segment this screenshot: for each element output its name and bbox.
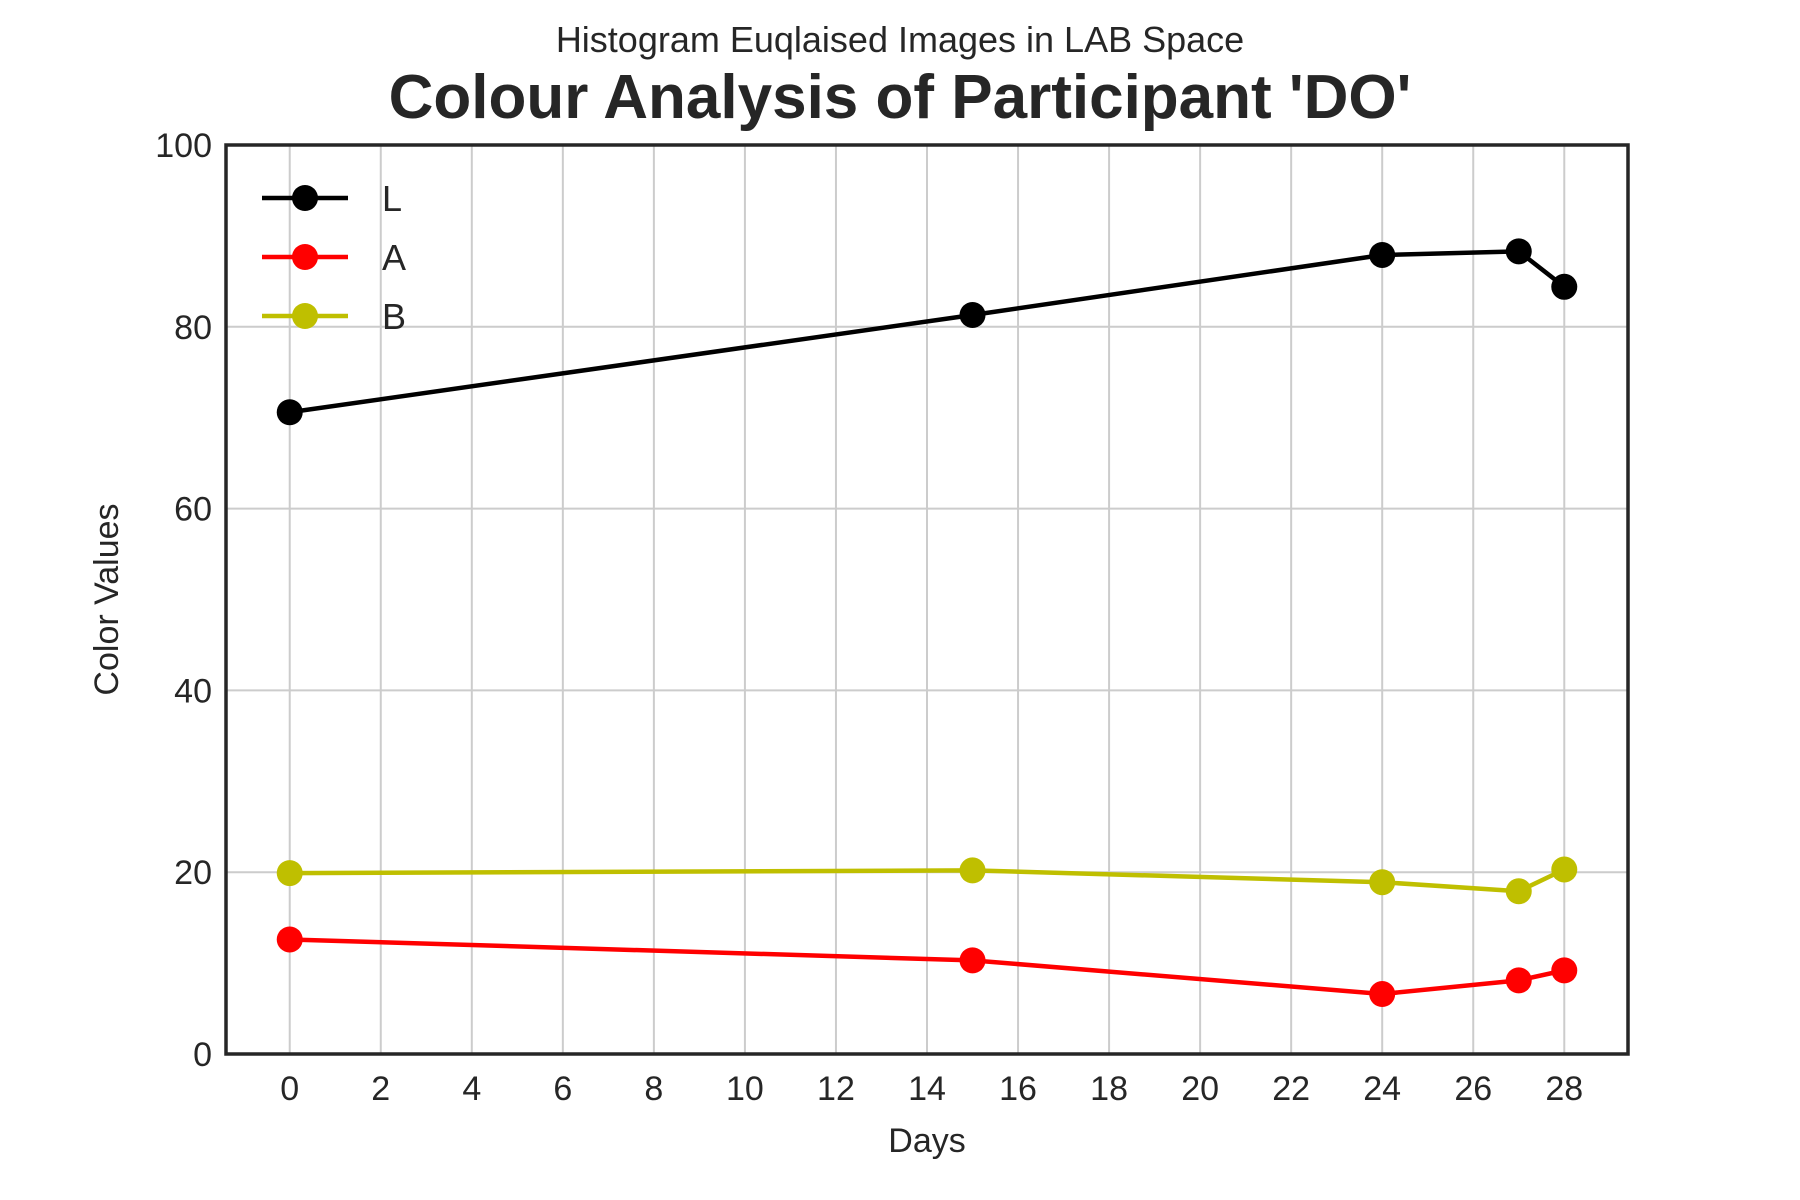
chart-title: Colour Analysis of Participant 'DO'	[389, 63, 1412, 132]
x-tick-label: 16	[999, 1070, 1037, 1108]
y-tick-label: 80	[174, 309, 212, 347]
y-tick-label: 40	[174, 672, 212, 710]
data-point	[276, 399, 303, 426]
x-axis-label: Days	[888, 1122, 965, 1160]
x-tick-label: 24	[1363, 1070, 1401, 1108]
x-tick-label: 6	[553, 1070, 572, 1108]
data-point	[1369, 981, 1396, 1008]
legend-item-b: B	[262, 296, 406, 337]
x-tick-label: 4	[462, 1070, 481, 1108]
x-tick-label: 28	[1545, 1070, 1583, 1108]
legend: LAB	[262, 178, 406, 337]
data-point	[1505, 967, 1532, 994]
x-tick-label: 2	[371, 1070, 390, 1108]
x-tick-label: 0	[280, 1070, 299, 1108]
data-point	[1551, 957, 1578, 984]
series-group	[276, 238, 1578, 1008]
series-a	[276, 926, 1578, 1008]
data-point	[959, 947, 986, 974]
data-point	[1369, 241, 1396, 268]
x-tick-label: 10	[726, 1070, 764, 1108]
x-tick-label: 14	[908, 1070, 946, 1108]
series-l	[276, 238, 1578, 426]
data-point	[1505, 878, 1532, 905]
y-tick-label: 60	[174, 491, 212, 529]
data-point	[1505, 238, 1532, 265]
data-point	[276, 926, 303, 953]
legend-marker	[292, 185, 318, 211]
x-tick-label: 18	[1090, 1070, 1128, 1108]
legend-label: A	[382, 237, 406, 278]
legend-item-l: L	[262, 178, 402, 219]
chart-suptitle: Histogram Euqlaised Images in LAB Space	[556, 19, 1244, 60]
legend-marker	[292, 244, 318, 270]
x-tick-label: 22	[1272, 1070, 1310, 1108]
data-point	[1551, 856, 1578, 883]
x-tick-label: 26	[1454, 1070, 1492, 1108]
legend-marker	[292, 303, 318, 329]
legend-label: B	[382, 296, 406, 337]
y-axis-label: Color Values	[88, 503, 126, 695]
y-tick-label: 100	[155, 127, 212, 165]
y-tick-label: 0	[193, 1036, 212, 1074]
x-tick-label: 12	[817, 1070, 855, 1108]
series-b	[276, 856, 1578, 905]
legend-item-a: A	[262, 237, 406, 278]
x-tick-label: 8	[644, 1070, 663, 1108]
legend-label: L	[382, 178, 402, 219]
grid	[226, 144, 1628, 1055]
data-point	[1551, 273, 1578, 300]
data-point	[276, 860, 303, 887]
data-point	[959, 857, 986, 884]
plot-frame	[224, 143, 1630, 1056]
x-tick-label: 20	[1181, 1070, 1219, 1108]
y-tick-label: 20	[174, 854, 212, 892]
data-point	[959, 301, 986, 328]
data-point	[1369, 869, 1396, 896]
